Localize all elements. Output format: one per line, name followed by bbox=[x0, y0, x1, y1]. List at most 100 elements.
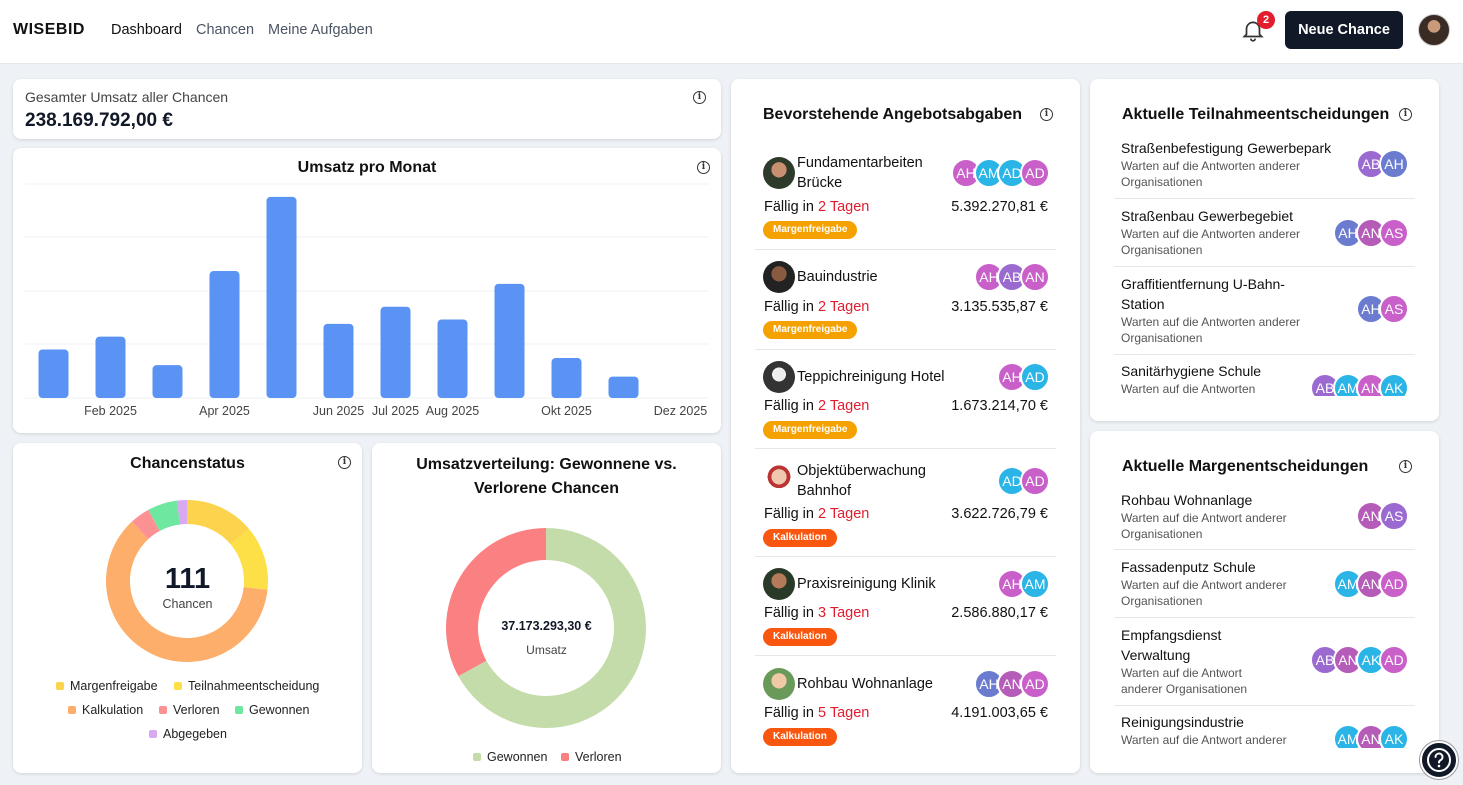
user-avatar[interactable] bbox=[1418, 14, 1450, 46]
opportunity-status-donut bbox=[105, 500, 268, 662]
legend-item[interactable]: Verloren bbox=[561, 750, 622, 764]
avatar: AH bbox=[1333, 218, 1363, 248]
due-prefix: Fällig in bbox=[764, 506, 814, 522]
new-opportunity-button[interactable]: Neue Chance bbox=[1285, 11, 1403, 49]
bid-item[interactable]: Fundamentarbeiten Brücke AH AM AD AD Fäl… bbox=[755, 150, 1056, 250]
nav-chancen[interactable]: Chancen bbox=[196, 22, 255, 38]
bar[interactable] bbox=[380, 306, 411, 398]
item-name: Straßenbau Gewerbegebiet bbox=[1121, 208, 1293, 224]
list-item[interactable]: Reinigungsindustrie Warten auf die Antwo… bbox=[1114, 706, 1415, 748]
chart-title: Chancenstatus bbox=[130, 455, 245, 472]
list-item[interactable]: Fassadenputz Schule Warten auf die Antwo… bbox=[1114, 550, 1415, 618]
avatar: AD bbox=[1020, 158, 1050, 188]
bar[interactable] bbox=[323, 323, 354, 398]
help-button[interactable] bbox=[1420, 741, 1458, 779]
donut-slice[interactable] bbox=[187, 500, 249, 545]
item-status: Warten auf die Antwort anderer bbox=[1121, 733, 1287, 747]
assignee-avatars: AM AN AK bbox=[1314, 724, 1409, 748]
due-prefix: Fällig in bbox=[764, 605, 814, 621]
donut-slice[interactable] bbox=[176, 500, 187, 525]
notification-bell-icon[interactable] bbox=[1240, 16, 1266, 44]
info-icon[interactable]: i bbox=[1399, 460, 1412, 473]
info-icon[interactable]: i bbox=[1040, 108, 1053, 121]
avatar: AM bbox=[1020, 569, 1050, 599]
x-tick-label: Dez 2025 bbox=[654, 404, 708, 418]
item-name: Reinigungsindustrie bbox=[1121, 714, 1244, 730]
list-item[interactable]: Straßenbefestigung Gewerbepark Warten au… bbox=[1114, 137, 1415, 199]
bar[interactable] bbox=[437, 319, 468, 398]
avatar: AS bbox=[1379, 218, 1409, 248]
bid-item[interactable]: Teppichreinigung Hotel AH AD Fällig in 2… bbox=[755, 350, 1056, 449]
info-icon[interactable]: i bbox=[697, 161, 710, 174]
legend-item[interactable]: Abgegeben bbox=[149, 727, 227, 741]
nav-dashboard[interactable]: Dashboard bbox=[111, 22, 182, 38]
bid-name: Rohbau Wohnanlage bbox=[797, 676, 933, 692]
bid-item[interactable]: Rohbau Wohnanlage AH AN AD Fällig in 5 T… bbox=[755, 656, 1056, 756]
bar[interactable] bbox=[38, 349, 69, 398]
item-name: Straßenbefestigung Gewerbepark bbox=[1121, 140, 1332, 156]
assignee-avatars: AH AM AD AD bbox=[951, 158, 1050, 188]
status-badge: Margenfreigabe bbox=[763, 421, 858, 439]
won-lost-revenue-card: Umsatzverteilung: Gewonnene vs. Verloren… bbox=[372, 443, 721, 773]
legend-item[interactable]: Gewonnen bbox=[235, 703, 309, 717]
donut-slice[interactable] bbox=[458, 528, 646, 728]
legend-item[interactable]: Verloren bbox=[159, 703, 220, 717]
list-item[interactable]: Rohbau Wohnanlage Warten auf die Antwort… bbox=[1114, 489, 1415, 550]
donut-slice[interactable] bbox=[105, 521, 268, 662]
x-tick-label: Okt 2025 bbox=[541, 404, 592, 418]
legend-item[interactable]: Kalkulation bbox=[68, 703, 143, 717]
avatar: AD bbox=[1020, 362, 1050, 392]
info-icon[interactable]: i bbox=[1399, 108, 1412, 121]
avatar: AN bbox=[1020, 262, 1050, 292]
bid-item[interactable]: Objektüberwachung Bahnhof AD AD Fällig i… bbox=[755, 449, 1056, 557]
list-item[interactable]: Empfangsdienst Verwaltung Warten auf die… bbox=[1114, 618, 1415, 706]
info-icon[interactable]: i bbox=[693, 91, 706, 104]
assignee-avatars: AB AH bbox=[1314, 149, 1409, 179]
assignee-avatars: AH AN AD bbox=[955, 669, 1050, 699]
chart-title: Umsatzverteilung: Gewonnene vs. Verloren… bbox=[416, 456, 677, 497]
avatar: AH bbox=[951, 158, 981, 188]
bar[interactable] bbox=[95, 336, 126, 398]
avatar: AK bbox=[1379, 373, 1409, 396]
list-item[interactable]: Graffitientfernung U-Bahn-Station Warten… bbox=[1114, 267, 1415, 355]
monthly-revenue-bar-chart: Feb 2025 Apr 2025 Jun 2025 Jul 2025 Aug 2025… bbox=[25, 183, 709, 418]
info-icon[interactable]: i bbox=[338, 456, 351, 469]
donut-center-value: 37.173.293,30 € bbox=[501, 619, 592, 633]
bid-name: Objektüberwachung Bahnhof bbox=[797, 463, 926, 499]
bid-item[interactable]: Praxisreinigung Klinik AH AM Fällig in 3… bbox=[755, 557, 1056, 656]
legend-label: Kalkulation bbox=[82, 703, 144, 717]
card-title: Aktuelle Teilnahmeentscheidungen bbox=[1122, 106, 1390, 123]
bar[interactable] bbox=[209, 271, 240, 398]
total-revenue-value: 238.169.792,00 € bbox=[25, 110, 173, 131]
nav-meine-aufgaben[interactable]: Meine Aufgaben bbox=[268, 22, 373, 38]
bid-item[interactable]: Bauindustrie AH AB AN Fällig in 2 Tagen … bbox=[755, 250, 1056, 350]
bar[interactable] bbox=[551, 358, 582, 398]
donut-slice[interactable] bbox=[148, 500, 180, 531]
due-days: 5 Tagen bbox=[818, 705, 870, 721]
item-status: Warten auf die Antwort anderer Organisat… bbox=[1121, 511, 1287, 541]
help-icon bbox=[1427, 748, 1451, 772]
donut-slice[interactable] bbox=[230, 528, 268, 590]
list-item[interactable]: Sanitärhygiene Schule Warten auf die Ant… bbox=[1114, 355, 1415, 396]
contact-photo bbox=[763, 668, 795, 700]
app-logo[interactable]: WISEBID bbox=[13, 21, 85, 38]
bar[interactable] bbox=[152, 365, 183, 398]
bar[interactable] bbox=[266, 196, 297, 398]
bid-amount: 2.586.880,17 € bbox=[951, 605, 1048, 621]
assignee-avatars: AB AM AN AK bbox=[1310, 373, 1409, 396]
status-badge: Margenfreigabe bbox=[763, 221, 858, 239]
bar[interactable] bbox=[608, 376, 639, 398]
legend-item[interactable]: Gewonnen bbox=[473, 750, 547, 764]
status-badge: Kalkulation bbox=[763, 529, 837, 547]
card-title: Bevorstehende Angebotsabgaben bbox=[763, 106, 1023, 123]
donut-slice[interactable] bbox=[446, 528, 546, 677]
bar[interactable] bbox=[494, 283, 525, 398]
legend-label: Teilnahmeentscheidung bbox=[188, 679, 320, 693]
legend-item[interactable]: Margenfreigabe bbox=[56, 679, 158, 693]
contact-photo bbox=[763, 361, 795, 393]
list-item[interactable]: Straßenbau Gewerbegebiet Warten auf die … bbox=[1114, 199, 1415, 267]
avatar: AD bbox=[1020, 466, 1050, 496]
item-name: Rohbau Wohnanlage bbox=[1121, 492, 1253, 508]
donut-slice[interactable] bbox=[131, 509, 160, 540]
legend-item[interactable]: Teilnahmeentscheidung bbox=[174, 679, 319, 693]
